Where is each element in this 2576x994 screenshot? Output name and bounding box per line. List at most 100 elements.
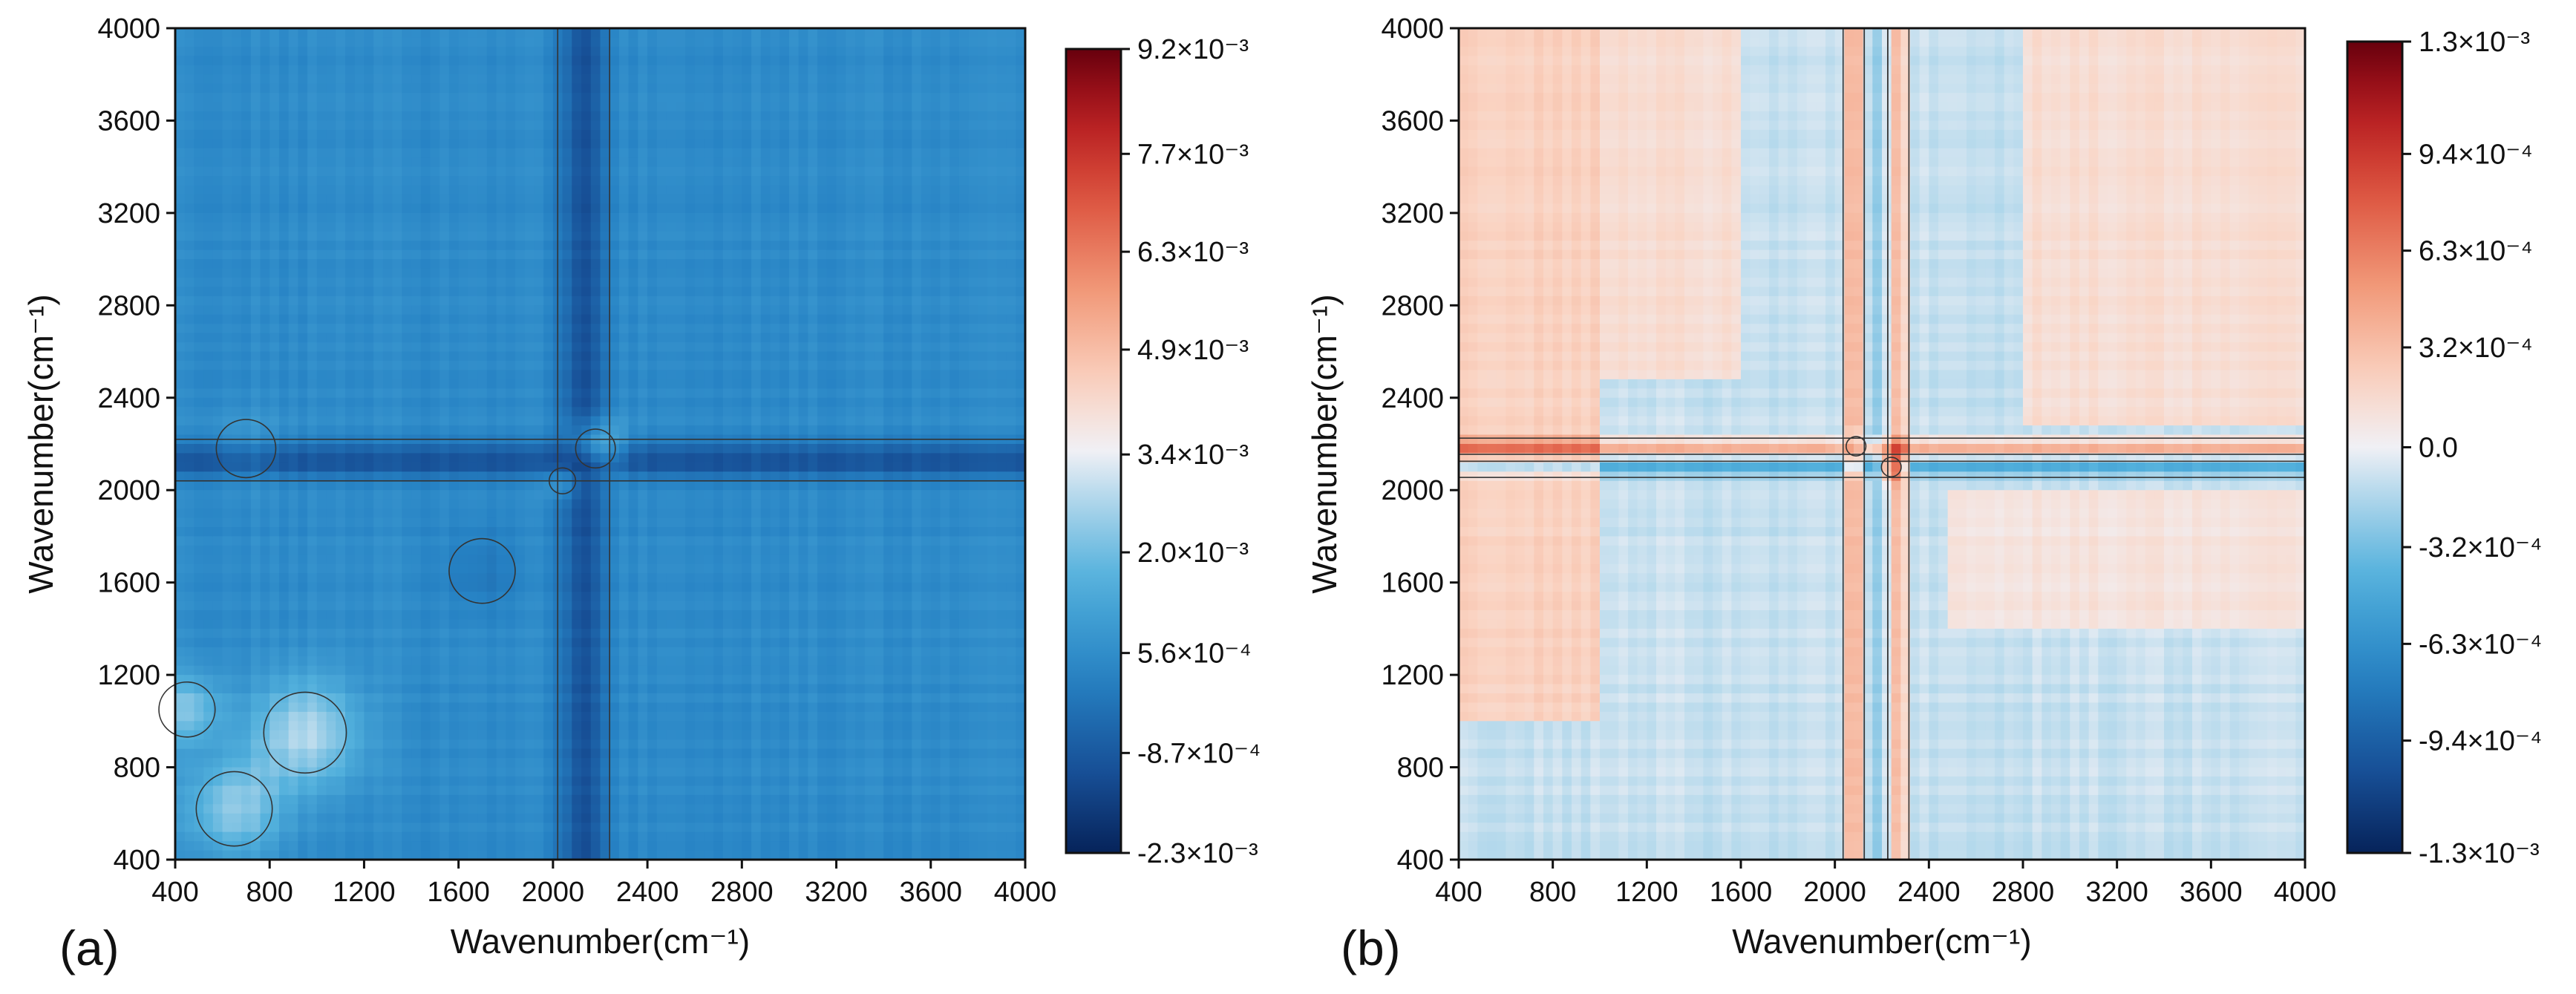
heat-cell	[694, 249, 705, 260]
heat-cell	[685, 83, 696, 94]
heat-cell	[590, 361, 601, 371]
heat-cell	[411, 813, 422, 823]
heat-cell	[656, 56, 667, 66]
heat-cell	[345, 120, 356, 131]
heat-cell	[638, 203, 648, 214]
heat-cell	[477, 684, 488, 694]
heat-cell	[411, 601, 422, 611]
heat-cell	[515, 841, 526, 851]
heat-cell	[458, 453, 468, 463]
heat-cell	[336, 499, 346, 509]
heat-cell	[486, 721, 497, 731]
heat-cell	[326, 379, 336, 389]
heat-cell	[260, 767, 270, 777]
heat-cell	[222, 823, 232, 833]
heat-cell	[694, 370, 705, 380]
heat-cell	[194, 120, 204, 131]
heat-cell	[298, 582, 308, 592]
heat-cell	[373, 185, 384, 195]
heat-cell	[448, 592, 460, 602]
heat-cell	[543, 157, 554, 168]
heat-cell	[184, 730, 195, 740]
heat-cell	[609, 563, 620, 574]
heat-cell	[618, 444, 630, 454]
heat-cell	[212, 517, 223, 528]
heat-cell	[411, 397, 422, 408]
heat-cell	[392, 194, 402, 205]
heat-cell	[354, 471, 365, 482]
heat-cell	[506, 831, 516, 842]
heat-cell	[382, 684, 393, 694]
heat-cell	[656, 194, 667, 205]
heat-cell	[288, 268, 298, 278]
heat-cell	[590, 148, 601, 158]
heat-cell	[581, 351, 592, 362]
heat-cell	[572, 388, 582, 399]
heat-cell	[278, 268, 290, 278]
heat-cell	[656, 619, 667, 630]
heat-cell	[439, 592, 450, 602]
heat-cell	[647, 324, 658, 334]
heat-cell	[618, 453, 630, 463]
heat-cell	[278, 555, 290, 565]
heat-cell	[486, 278, 497, 288]
heat-cell	[496, 730, 506, 740]
heat-cell	[203, 139, 214, 149]
heat-cell	[184, 407, 195, 417]
heat-cell	[411, 120, 422, 131]
heat-cell	[392, 490, 402, 500]
heat-cell	[298, 222, 308, 232]
heat-cell	[676, 157, 686, 168]
heat-cell	[685, 295, 696, 306]
heat-cell	[354, 370, 365, 380]
heat-cell	[458, 361, 468, 371]
heat-cell	[278, 813, 290, 823]
heat-cell	[600, 573, 610, 583]
heat-cell	[685, 222, 696, 232]
heat-cell	[345, 813, 356, 823]
heat-cell	[316, 804, 327, 814]
heat-cell	[269, 610, 280, 621]
heat-cell	[486, 185, 497, 195]
heat-cell	[411, 665, 422, 676]
heat-cell	[298, 841, 308, 851]
heat-cell	[194, 287, 204, 297]
heat-cell	[656, 74, 667, 85]
heat-cell	[581, 758, 592, 768]
heat-cell	[647, 194, 658, 205]
heat-cell	[307, 28, 318, 39]
heat-cell	[411, 563, 422, 574]
heat-cell	[184, 628, 195, 638]
heat-cell	[184, 194, 195, 205]
heat-cell	[486, 730, 497, 740]
heat-cell	[364, 166, 374, 177]
heat-cell	[203, 462, 214, 472]
heat-cell	[336, 120, 346, 131]
heat-cell	[685, 388, 696, 399]
heat-cell	[486, 231, 497, 241]
heat-cell	[298, 850, 308, 860]
heat-cell	[260, 222, 270, 232]
heat-cell	[203, 444, 214, 454]
heat-cell	[515, 711, 526, 722]
heat-cell	[354, 407, 365, 417]
heat-cell	[288, 721, 298, 731]
heat-cell	[666, 28, 676, 39]
heat-cell	[486, 776, 497, 787]
heat-cell	[382, 287, 393, 297]
heat-cell	[618, 295, 630, 306]
heat-cell	[222, 28, 232, 39]
heat-cell	[543, 278, 554, 288]
heat-cell	[203, 287, 214, 297]
heat-cell	[600, 268, 610, 278]
heat-cell	[524, 314, 535, 324]
heat-cell	[241, 563, 252, 574]
heat-cell	[638, 111, 648, 122]
heat-cell	[316, 397, 327, 408]
heat-cell	[307, 148, 318, 158]
heat-cell	[609, 333, 620, 343]
heat-cell	[373, 794, 384, 805]
heat-cell	[656, 823, 667, 833]
heat-cell	[638, 249, 648, 260]
heat-cell	[562, 841, 572, 851]
